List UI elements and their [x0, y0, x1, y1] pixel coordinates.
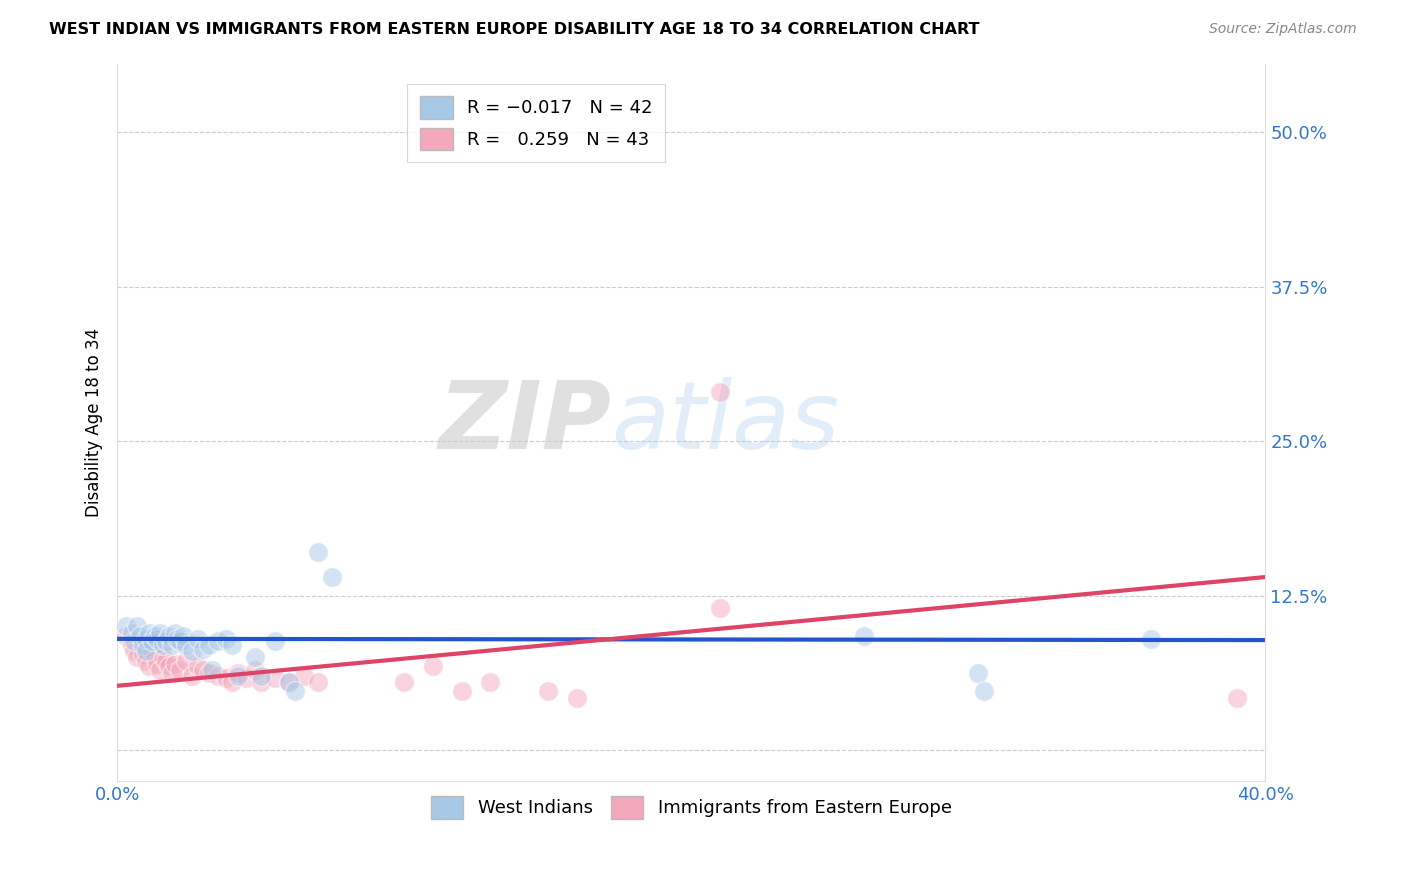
- Point: [226, 669, 249, 683]
- Point: [215, 632, 238, 646]
- Point: [852, 629, 875, 643]
- Text: Source: ZipAtlas.com: Source: ZipAtlas.com: [1209, 22, 1357, 37]
- Point: [143, 629, 166, 643]
- Point: [146, 632, 169, 646]
- Point: [198, 666, 221, 681]
- Point: [215, 672, 238, 686]
- Text: ZIP: ZIP: [439, 376, 612, 468]
- Point: [226, 666, 249, 681]
- Point: [394, 675, 416, 690]
- Legend: West Indians, Immigrants from Eastern Europe: West Indians, Immigrants from Eastern Eu…: [423, 789, 959, 826]
- Point: [264, 672, 287, 686]
- Point: [129, 629, 152, 643]
- Point: [124, 644, 146, 658]
- Point: [160, 638, 183, 652]
- Point: [187, 659, 209, 673]
- Point: [160, 666, 183, 681]
- Point: [565, 691, 588, 706]
- Point: [114, 619, 136, 633]
- Point: [180, 669, 202, 683]
- Point: [709, 601, 731, 615]
- Point: [709, 384, 731, 399]
- Point: [135, 654, 157, 668]
- Point: [479, 675, 502, 690]
- Point: [307, 675, 329, 690]
- Point: [198, 638, 221, 652]
- Point: [163, 625, 186, 640]
- Point: [1226, 691, 1249, 706]
- Point: [284, 683, 307, 698]
- Point: [193, 663, 215, 677]
- Point: [278, 675, 301, 690]
- Point: [127, 619, 149, 633]
- Point: [180, 644, 202, 658]
- Point: [141, 644, 163, 658]
- Point: [187, 632, 209, 646]
- Point: [149, 663, 172, 677]
- Point: [422, 659, 444, 673]
- Point: [169, 663, 191, 677]
- Point: [243, 663, 266, 677]
- Point: [129, 634, 152, 648]
- Point: [166, 632, 188, 646]
- Point: [172, 629, 194, 643]
- Point: [121, 638, 143, 652]
- Point: [138, 625, 160, 640]
- Point: [249, 669, 271, 683]
- Point: [264, 634, 287, 648]
- Point: [207, 669, 229, 683]
- Point: [152, 638, 174, 652]
- Point: [450, 683, 472, 698]
- Point: [163, 657, 186, 671]
- Point: [207, 634, 229, 648]
- Point: [124, 634, 146, 648]
- Point: [114, 629, 136, 643]
- Point: [157, 629, 180, 643]
- Point: [278, 675, 301, 690]
- Point: [135, 644, 157, 658]
- Y-axis label: Disability Age 18 to 34: Disability Age 18 to 34: [86, 328, 103, 517]
- Point: [143, 650, 166, 665]
- Point: [141, 634, 163, 648]
- Point: [174, 654, 197, 668]
- Point: [127, 650, 149, 665]
- Point: [146, 657, 169, 671]
- Point: [169, 634, 191, 648]
- Point: [235, 672, 257, 686]
- Point: [149, 625, 172, 640]
- Point: [537, 683, 560, 698]
- Point: [973, 683, 995, 698]
- Point: [132, 638, 155, 652]
- Point: [193, 641, 215, 656]
- Point: [155, 654, 177, 668]
- Point: [121, 625, 143, 640]
- Point: [243, 650, 266, 665]
- Point: [292, 669, 315, 683]
- Text: WEST INDIAN VS IMMIGRANTS FROM EASTERN EUROPE DISABILITY AGE 18 TO 34 CORRELATIO: WEST INDIAN VS IMMIGRANTS FROM EASTERN E…: [49, 22, 980, 37]
- Point: [321, 570, 343, 584]
- Point: [138, 659, 160, 673]
- Point: [221, 675, 243, 690]
- Point: [307, 545, 329, 559]
- Text: atlas: atlas: [612, 377, 839, 468]
- Point: [152, 650, 174, 665]
- Point: [1139, 632, 1161, 646]
- Point: [132, 647, 155, 661]
- Point: [174, 638, 197, 652]
- Point: [155, 634, 177, 648]
- Point: [967, 666, 990, 681]
- Point: [157, 659, 180, 673]
- Point: [249, 675, 271, 690]
- Point: [221, 638, 243, 652]
- Point: [135, 632, 157, 646]
- Point: [201, 663, 224, 677]
